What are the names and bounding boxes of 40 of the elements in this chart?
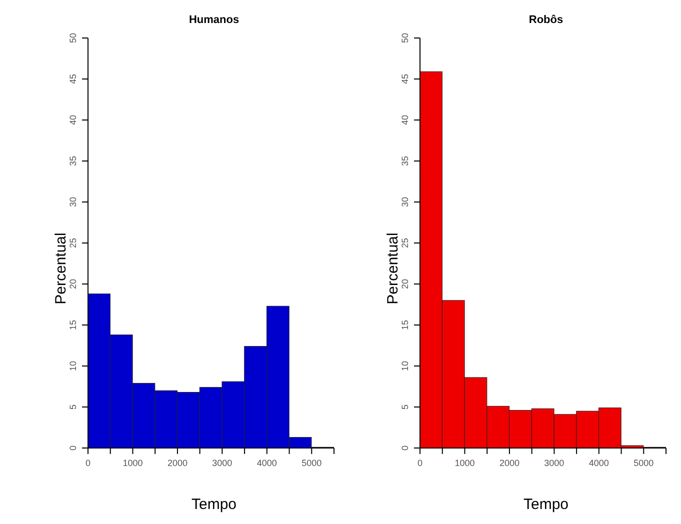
y-axis-title: Percentual bbox=[384, 232, 402, 304]
x-tick-label: 0 bbox=[417, 458, 423, 468]
y-tick-label: 20 bbox=[400, 278, 410, 290]
chart-title: Robôs bbox=[528, 14, 564, 26]
y-tick-label: 5 bbox=[68, 404, 78, 410]
y-tick-label: 30 bbox=[68, 196, 78, 208]
x-tick-label: 5000 bbox=[634, 458, 654, 468]
y-tick-label: 25 bbox=[400, 238, 410, 248]
x-tick-label: 2000 bbox=[499, 458, 520, 468]
x-tick-label: 1000 bbox=[122, 458, 143, 468]
x-axis-title: Tempo bbox=[522, 496, 570, 513]
y-tick-label: 40 bbox=[400, 114, 410, 126]
y-tick-label: 10 bbox=[400, 360, 410, 372]
x-axis-title: Tempo bbox=[190, 496, 238, 513]
y-tick-label: 35 bbox=[68, 156, 78, 166]
chart-title: Humanos bbox=[188, 14, 240, 26]
x-tick-label: 3000 bbox=[544, 458, 564, 468]
x-tick-label: 5000 bbox=[302, 458, 322, 468]
y-tick-label: 30 bbox=[400, 196, 410, 208]
y-tick-label: 35 bbox=[400, 156, 410, 166]
y-tick-label: 20 bbox=[68, 278, 78, 290]
x-tick-label: 4000 bbox=[588, 458, 609, 468]
y-tick-label: 50 bbox=[400, 32, 410, 44]
y-tick-label: 5 bbox=[400, 404, 410, 410]
y-tick-label: 0 bbox=[68, 445, 78, 451]
x-tick-label: 0 bbox=[85, 458, 91, 468]
x-tick-label: 2000 bbox=[167, 458, 188, 468]
y-tick-label: 45 bbox=[68, 74, 78, 84]
x-tick-label: 3000 bbox=[212, 458, 232, 468]
y-tick-label: 15 bbox=[400, 320, 410, 330]
y-tick-label: 45 bbox=[400, 74, 410, 84]
y-tick-label: 0 bbox=[400, 445, 410, 451]
y-axis-title: Percentual bbox=[52, 232, 70, 304]
x-tick-label: 1000 bbox=[454, 458, 475, 468]
x-tick-label: 4000 bbox=[256, 458, 277, 468]
y-tick-label: 15 bbox=[68, 320, 78, 330]
y-tick-label: 25 bbox=[68, 238, 78, 248]
y-tick-label: 10 bbox=[68, 360, 78, 372]
y-tick-label: 40 bbox=[68, 114, 78, 126]
y-tick-label: 50 bbox=[68, 32, 78, 44]
